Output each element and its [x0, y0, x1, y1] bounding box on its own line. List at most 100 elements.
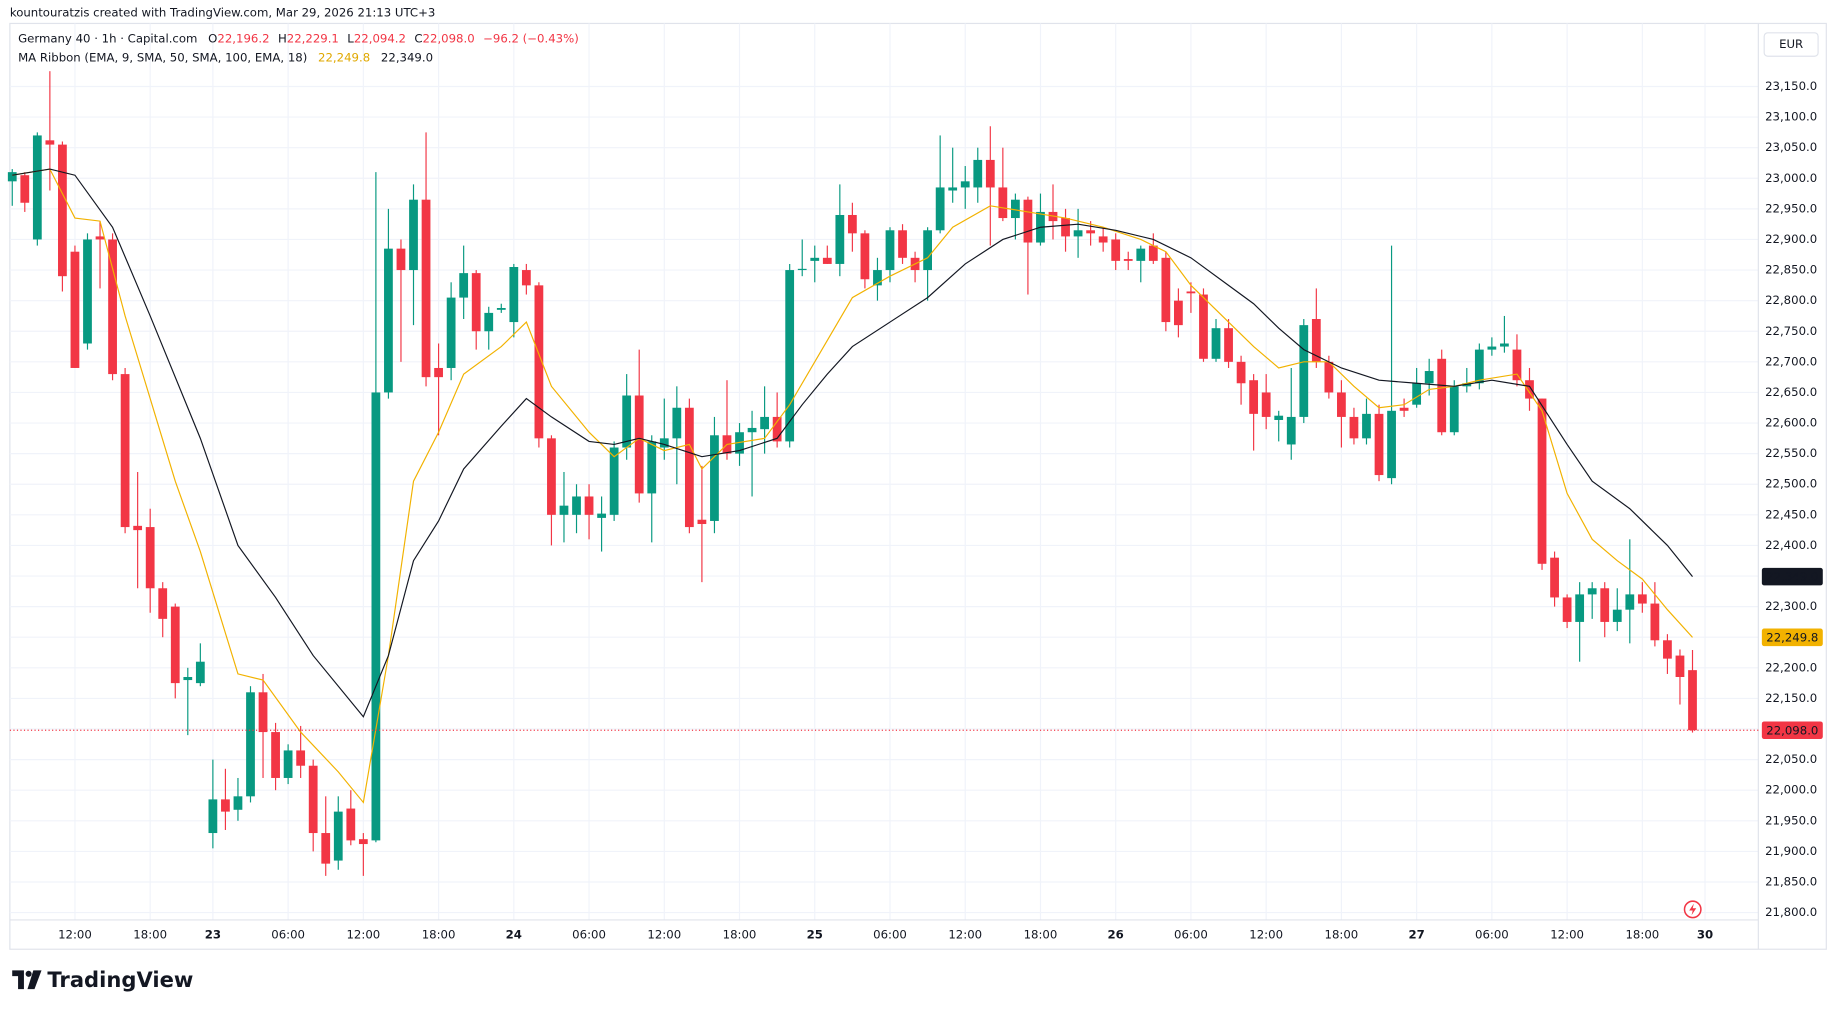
candle-body	[1073, 230, 1083, 237]
x-tick-label: 24	[506, 928, 522, 942]
candle-body	[985, 159, 995, 188]
change: −96.2 (−0.43%)	[483, 31, 579, 45]
candle-body	[960, 181, 970, 188]
ohlc-key: H	[278, 31, 287, 45]
candle-body	[1625, 594, 1635, 610]
candle-body	[622, 395, 632, 448]
candle-body	[1362, 413, 1371, 439]
y-tick-label: 22,700.0	[1765, 354, 1817, 368]
candle-body	[760, 416, 769, 430]
y-tick-label: 22,000.0	[1765, 783, 1817, 797]
candle-body	[446, 297, 456, 368]
candle-body	[1286, 416, 1296, 445]
candle-body	[221, 799, 230, 812]
plot	[7, 71, 1759, 876]
y-tick-label: 22,950.0	[1765, 201, 1817, 215]
candle-body	[396, 248, 406, 271]
grid	[9, 23, 1759, 920]
candle-body	[70, 251, 80, 368]
candle-body	[346, 808, 356, 841]
y-tick-label: 23,050.0	[1765, 140, 1817, 154]
y-tick-label: 23,150.0	[1765, 79, 1817, 93]
y-tick-label: 22,650.0	[1765, 385, 1817, 399]
candle-body	[509, 267, 519, 323]
candle-body	[1525, 380, 1534, 399]
candle-body	[1148, 245, 1158, 261]
x-tick-label: 12:00	[58, 928, 92, 942]
currency[interactable]: EUR	[1779, 37, 1803, 51]
candle-body	[1600, 588, 1610, 622]
x-tick-label: 18:00	[422, 928, 456, 942]
y-tick-label: 23,100.0	[1765, 110, 1817, 124]
candle-body	[170, 606, 180, 684]
candle-body	[283, 750, 293, 778]
candle-body	[1249, 380, 1259, 414]
currency-box[interactable]	[1763, 32, 1819, 57]
y-tick-label: 22,850.0	[1765, 263, 1817, 277]
candle-body	[1399, 407, 1409, 411]
candle-body	[873, 270, 882, 286]
y-tick-label: 22,150.0	[1765, 691, 1817, 705]
candle-body	[1098, 236, 1108, 243]
candle-body	[1199, 294, 1208, 359]
candle-body	[1123, 259, 1133, 261]
x-tick-label: 12:00	[1249, 928, 1283, 942]
x-tick-label: 12:00	[346, 928, 380, 942]
candle-body	[822, 257, 832, 264]
candle-body	[1211, 328, 1221, 359]
candle-body	[885, 230, 895, 271]
candle-body	[973, 159, 983, 188]
ohlc-value: 22,094.2	[354, 31, 406, 45]
candle-body	[271, 732, 280, 778]
candle-body	[296, 750, 306, 766]
candle-body	[672, 407, 682, 439]
candle-body	[860, 233, 870, 280]
candle-body	[1562, 597, 1572, 622]
candle-body	[597, 513, 606, 518]
y-tick-label: 22,500.0	[1765, 477, 1817, 491]
price-badge-label: 22,349.0	[1766, 570, 1818, 584]
candle-body	[1650, 603, 1660, 641]
indicator-line: MA Ribbon (EMA, 9, SMA, 50, SMA, 100, EM…	[18, 50, 433, 64]
candle-body	[1236, 361, 1246, 384]
candle-body	[1311, 319, 1321, 362]
x-tick-label: 23	[205, 928, 221, 942]
candle-body	[1224, 328, 1233, 362]
candle-body	[1500, 343, 1509, 347]
candle-body	[1449, 386, 1459, 433]
candle-body	[83, 239, 92, 344]
candle-body	[20, 175, 30, 203]
candle-body	[45, 140, 55, 145]
candle-body	[634, 395, 644, 494]
candle-body	[647, 441, 657, 494]
y-tick-label: 22,900.0	[1765, 232, 1817, 246]
ohlc-key: C	[414, 31, 422, 45]
y-tick-label: 22,050.0	[1765, 752, 1817, 766]
candle-body	[1010, 199, 1020, 219]
candle-body	[935, 187, 945, 231]
candle-body	[559, 505, 569, 515]
candle-body	[120, 374, 130, 528]
candle-body	[183, 676, 193, 681]
chart-frame	[9, 22, 1827, 950]
candle-body	[1612, 609, 1622, 622]
price-badge-label: 22,249.8	[1766, 630, 1818, 644]
candle-body	[321, 833, 331, 864]
candle-body	[747, 427, 757, 433]
candle-body	[58, 144, 67, 277]
candle-body	[258, 692, 268, 733]
x-tick-label: 26	[1108, 928, 1124, 942]
candle-body	[459, 273, 469, 298]
candle-body	[308, 765, 318, 834]
candle-body	[923, 230, 933, 271]
candle-body	[384, 248, 393, 393]
candle-body	[108, 239, 117, 375]
candle-body	[710, 435, 719, 521]
candle-body	[1111, 239, 1121, 261]
candle-body	[246, 692, 255, 797]
candle-body	[785, 270, 795, 442]
candle-body	[1688, 670, 1697, 731]
alert-icon[interactable]	[1683, 900, 1702, 919]
ohlc-value: 22,098.0	[423, 31, 475, 45]
